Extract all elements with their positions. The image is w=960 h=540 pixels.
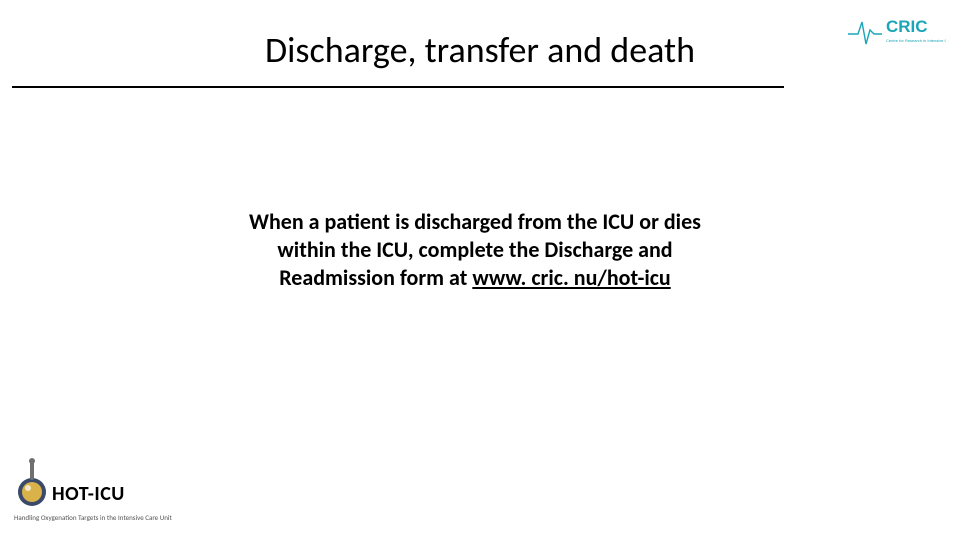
cric-logo: CRIC Centre for Research in Intensive Ca… [846,10,946,50]
hoticu-logo: HOT-ICU Handling Oxygenation Targets in … [12,456,212,528]
slide-title: Discharge, transfer and death [0,28,960,72]
body-line-3-pre: Readmission form at [279,264,472,291]
ecg-wave-icon [848,22,882,44]
slide: Discharge, transfer and death CRIC Centr… [0,0,960,540]
hoticu-logo-text: HOT-ICU [52,482,125,506]
body-text: When a patient is discharged from the IC… [170,208,780,292]
hoticu-logo-tagline: Handling Oxygenation Targets in the Inte… [14,513,173,522]
title-underline [12,86,784,88]
cric-logo-tagline: Centre for Research in Intensive Care [886,38,946,43]
body-line-2: within the ICU, complete the Discharge a… [277,236,672,263]
thermometer-ball-icon [18,458,46,506]
body-line-1: When a patient is discharged from the IC… [249,208,701,235]
cric-logo-text: CRIC [886,17,928,36]
readmission-form-link[interactable]: www. cric. nu/hot-icu [472,264,670,291]
